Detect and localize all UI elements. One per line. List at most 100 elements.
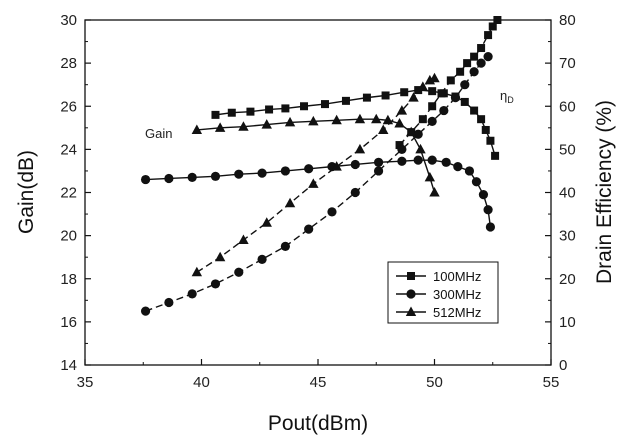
efficiency-point-512mhz	[354, 143, 366, 154]
gain-point-300mhz	[373, 157, 384, 167]
gain-point-512mhz	[371, 113, 382, 124]
series-100mhz	[211, 16, 502, 160]
efficiency-point-300mhz	[483, 52, 493, 62]
right-tick-label: 70	[559, 55, 576, 72]
gain-point-300mhz	[441, 157, 451, 167]
gain-point-512mhz	[191, 124, 203, 134]
gain-point-512mhz	[394, 118, 405, 128]
gain-point-100mhz	[320, 100, 329, 109]
gain-point-100mhz	[491, 151, 500, 160]
efficiency-point-100mhz	[446, 76, 455, 85]
left-tick-label: 24	[60, 141, 77, 158]
gain-point-300mhz	[140, 174, 151, 185]
left-tick-label: 20	[60, 228, 77, 245]
efficiency-point-100mhz	[418, 115, 427, 124]
gain-point-300mhz	[413, 155, 423, 165]
left-axis-ticks: 14 16 18 20 22 24 26 28 30	[60, 12, 91, 374]
efficiency-point-300mhz	[397, 144, 407, 154]
series-layer	[140, 16, 502, 316]
efficiency-point-100mhz	[395, 141, 404, 150]
gain-point-100mhz	[381, 91, 390, 100]
legend-marker-100mhz	[407, 272, 415, 280]
efficiency-point-300mhz	[427, 116, 437, 126]
legend-label-512mhz: 512MHz	[433, 305, 481, 320]
efficiency-point-300mhz	[450, 93, 461, 103]
gain-point-300mhz	[187, 172, 197, 183]
gain-point-100mhz	[300, 102, 309, 111]
efficiency-point-100mhz	[477, 44, 486, 53]
gain-point-100mhz	[400, 88, 409, 97]
legend-label-100mhz: 100MHz	[433, 269, 481, 284]
gain-point-100mhz	[481, 125, 490, 134]
gain-point-512mhz	[354, 113, 366, 124]
efficiency-point-512mhz	[378, 124, 389, 134]
gain-point-512mhz	[214, 122, 226, 132]
gain-point-512mhz	[424, 171, 436, 182]
gain-point-300mhz	[453, 162, 463, 172]
gain-point-300mhz	[257, 168, 267, 178]
left-tick-label: 30	[60, 12, 77, 29]
left-tick-label: 14	[60, 357, 77, 374]
gain-point-300mhz	[478, 190, 489, 200]
legend-marker-512mhz	[405, 306, 417, 316]
legend-marker-300mhz	[406, 289, 416, 299]
efficiency-point-300mhz	[234, 267, 244, 277]
efficiency-point-512mhz	[191, 266, 203, 277]
efficiency-point-300mhz	[439, 105, 449, 116]
gain-point-512mhz	[415, 143, 426, 154]
right-tick-label: 0	[559, 357, 567, 374]
efficiency-point-100mhz	[493, 16, 502, 24]
gain-point-300mhz	[164, 173, 174, 184]
x-tick-label: 55	[543, 374, 560, 391]
efficiency-point-300mhz	[280, 241, 290, 252]
gain-point-300mhz	[471, 177, 482, 187]
efficiency-point-512mhz	[214, 251, 226, 262]
legend: 100MHz 300MHz 512MHz	[387, 261, 499, 324]
efficiency-point-300mhz	[460, 80, 470, 90]
efficiency-point-300mhz	[327, 207, 337, 217]
efficiency-point-512mhz	[417, 81, 429, 91]
gain-point-100mhz	[362, 93, 371, 102]
left-tick-label: 26	[60, 98, 77, 115]
gain-point-300mhz	[427, 155, 437, 165]
efficiency-point-300mhz	[413, 129, 423, 139]
efficiency-point-512mhz	[284, 197, 296, 208]
efficiency-point-300mhz	[469, 67, 479, 77]
efficiency-point-300mhz	[140, 306, 151, 316]
gain-point-100mhz	[246, 107, 255, 116]
x-tick-label: 50	[426, 374, 443, 391]
gain-point-512mhz	[238, 121, 249, 131]
gain-point-512mhz	[284, 116, 296, 127]
x-tick-label: 45	[310, 374, 327, 391]
eta-subscript: D	[507, 95, 514, 105]
efficiency-point-100mhz	[488, 22, 497, 31]
left-tick-label: 22	[60, 185, 77, 202]
right-tick-label: 30	[559, 228, 576, 245]
efficiency-point-100mhz	[463, 59, 472, 68]
right-tick-label: 40	[559, 185, 576, 202]
efficiency-point-512mhz	[238, 234, 249, 244]
gain-point-100mhz	[281, 104, 290, 113]
efficiency-point-300mhz	[210, 279, 221, 289]
efficiency-point-300mhz	[164, 297, 174, 308]
legend-label-300mhz: 300MHz	[433, 287, 481, 302]
efficiency-point-512mhz	[429, 72, 440, 83]
right-axis-ticks: 0 10 20 30 40 50 60 70 80	[545, 12, 576, 374]
gain-point-100mhz	[428, 87, 437, 96]
gain-point-300mhz	[483, 205, 493, 215]
efficiency-point-512mhz	[261, 217, 272, 227]
efficiency-point-300mhz	[257, 254, 267, 264]
left-tick-label: 18	[60, 271, 77, 288]
efficiency-point-100mhz	[428, 102, 437, 111]
gain-point-300mhz	[485, 222, 496, 232]
right-tick-label: 20	[559, 271, 576, 288]
efficiency-point-100mhz	[484, 31, 493, 40]
gain-point-300mhz	[397, 156, 407, 166]
efficiency-point-512mhz	[408, 92, 419, 102]
efficiency-point-300mhz	[187, 289, 197, 299]
efficiency-point-300mhz	[373, 166, 384, 176]
right-tick-label: 60	[559, 98, 576, 115]
eta-symbol: η	[500, 88, 507, 103]
gain-annotation: Gain	[145, 126, 172, 141]
